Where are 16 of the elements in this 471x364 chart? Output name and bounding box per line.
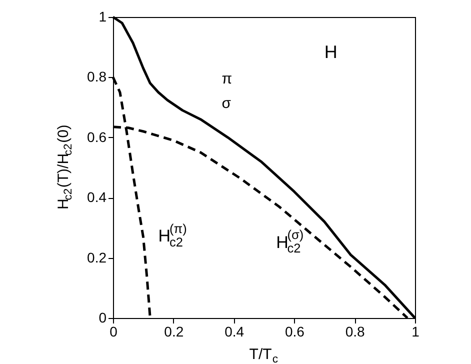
y-tick-label: 0.4	[87, 189, 107, 206]
y-tick-label: 0.8	[87, 68, 107, 85]
y-tick-label: 1	[98, 8, 107, 24]
y-axis-title: Hc2(T)/Hc2(0)	[55, 124, 74, 210]
x-tick-label: 0.8	[345, 324, 366, 340]
x-tick-label: 0.2	[164, 324, 184, 340]
annotation: σ	[222, 94, 232, 112]
x-tick-label: 0.6	[284, 324, 305, 340]
x-tick-label: 0	[110, 324, 118, 340]
y-tick-label: 0.2	[87, 249, 107, 266]
annotation: π	[222, 70, 232, 88]
y-tick-label: 0.6	[87, 128, 107, 145]
annotation: H	[324, 42, 338, 62]
x-tick-label: 0.4	[224, 324, 244, 340]
y-tick-label: 0	[98, 310, 107, 326]
x-tick-label: 1	[412, 324, 420, 340]
